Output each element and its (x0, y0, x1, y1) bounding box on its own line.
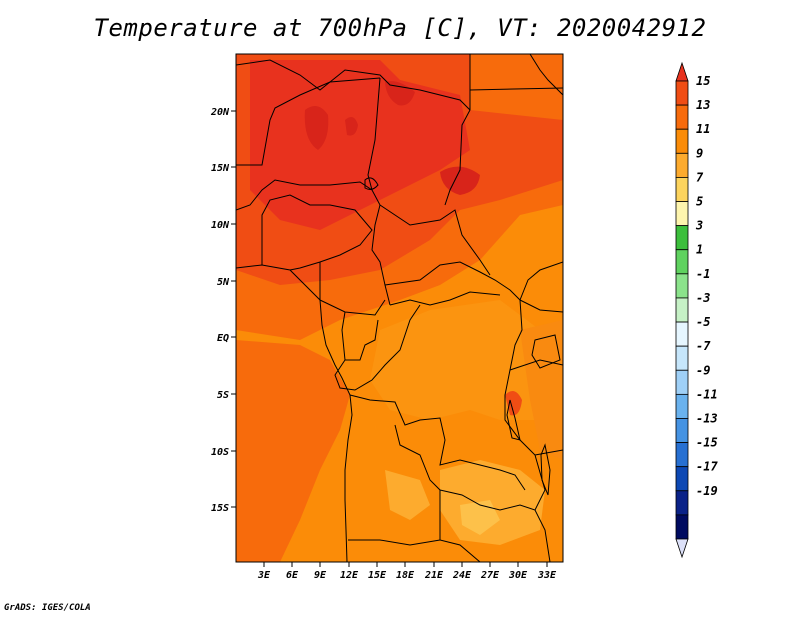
colorbar-box (675, 177, 689, 202)
country-borders (236, 54, 563, 562)
lon-label: 21E (424, 570, 444, 581)
colorbar-label: -9 (696, 363, 710, 377)
colorbar-label: 3 (695, 219, 703, 233)
colorbar-label: 1 (696, 243, 703, 257)
lon-label: 24E (452, 570, 472, 581)
lon-label: 27E (480, 570, 500, 581)
map-title: Temperature at 700hPa [C], VT: 202004291… (93, 14, 707, 42)
lat-label: 5N (217, 277, 230, 288)
lon-label: 18E (396, 570, 415, 581)
colorbar-box (675, 466, 689, 492)
colorbar-bottom-triangle (675, 538, 689, 559)
longitude-axis: 3E 6E 9E 12E 15E 18E 21E 24E 27E 30E 33E (257, 562, 557, 581)
colorbar-label: -17 (696, 460, 718, 474)
lon-label: 9E (314, 570, 327, 581)
colorbar-box (675, 297, 689, 323)
colorbar-label: -5 (696, 315, 710, 329)
colorbar-label: 11 (696, 122, 710, 136)
map-frame (235, 53, 564, 563)
colorbar-box (675, 273, 689, 299)
colorbar-label: 9 (696, 146, 703, 160)
colorbar-box (675, 152, 689, 178)
colorbar-box (675, 393, 689, 419)
colorbar-label: -13 (696, 411, 718, 425)
colorbar-box (675, 490, 689, 516)
colorbar-label: 7 (696, 170, 704, 184)
colorbar-box (675, 249, 689, 275)
colorbar-label: -7 (696, 339, 711, 353)
colorbar-label: -3 (696, 291, 710, 305)
colorbar-box (675, 442, 689, 468)
lat-label: 10N (211, 220, 230, 231)
colorbar-box (675, 128, 689, 154)
lon-label: 6E (286, 570, 299, 581)
lon-label: 15E (368, 570, 387, 581)
lon-label: 3E (257, 570, 271, 581)
latitude-axis: 20N 15N 10N 5N EQ 5S 10S 15S (210, 107, 236, 514)
temperature-field (236, 54, 563, 562)
colorbar-label: -19 (696, 484, 718, 498)
lat-label: 15S (211, 503, 229, 514)
colorbar-box (675, 201, 689, 227)
grads-credit: GrADS: IGES/COLA (4, 603, 91, 613)
colorbar-box (675, 80, 689, 106)
lat-label: 5S (217, 390, 229, 401)
lon-label: 12E (340, 570, 359, 581)
colorbar-box (675, 345, 689, 371)
colorbar-label: -11 (696, 387, 718, 401)
colorbar: 15 13 11 9 7 5 3 1 -1 -3 -5 -7 -9 -11 -13 -15 -17 -19 (675, 61, 718, 559)
lat-label: 15N (211, 163, 230, 174)
colorbar-label: -1 (696, 267, 710, 281)
colorbar-label: 13 (696, 98, 710, 112)
colorbar-label: 5 (696, 195, 703, 209)
lon-label: 30E (508, 570, 528, 581)
lat-label: 20N (210, 107, 230, 118)
colorbar-box (675, 104, 689, 130)
lat-label: 10S (211, 447, 229, 458)
colorbar-box (675, 225, 689, 251)
colorbar-box (675, 369, 689, 395)
colorbar-label: 15 (696, 74, 710, 88)
colorbar-box (675, 418, 689, 443)
lon-label: 33E (537, 570, 557, 581)
lat-label: EQ (217, 333, 229, 344)
colorbar-label: -15 (696, 436, 718, 450)
colorbar-box (675, 321, 689, 347)
colorbar-box (675, 514, 689, 540)
colorbar-top-triangle (675, 61, 689, 82)
